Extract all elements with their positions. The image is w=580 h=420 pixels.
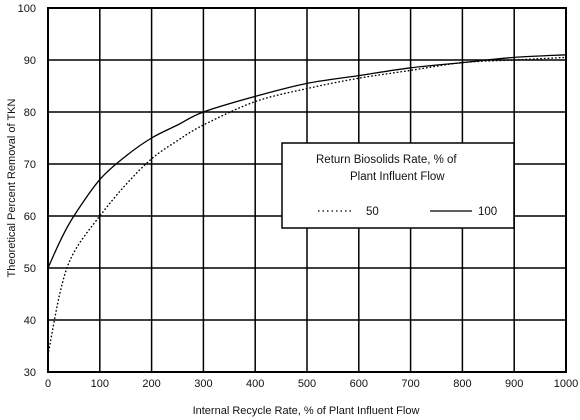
x-tick-label: 800 bbox=[453, 378, 471, 390]
y-tick-labels: 30 40 50 60 70 80 90 100 bbox=[18, 3, 36, 379]
legend-title-line1: Return Biosolids Rate, % of bbox=[316, 154, 457, 166]
x-tick-label: 400 bbox=[246, 378, 264, 390]
y-tick-label: 100 bbox=[18, 3, 36, 15]
legend-label-100: 100 bbox=[478, 206, 497, 218]
y-tick-label: 50 bbox=[24, 263, 36, 275]
legend-label-50: 50 bbox=[366, 206, 379, 218]
y-tick-label: 80 bbox=[24, 107, 36, 119]
x-tick-label: 1000 bbox=[554, 378, 578, 390]
x-tick-label: 600 bbox=[350, 378, 368, 390]
x-axis-label: Internal Recycle Rate, % of Plant Influe… bbox=[193, 405, 420, 417]
y-tick-label: 40 bbox=[24, 315, 36, 327]
y-tick-label: 70 bbox=[24, 159, 36, 171]
legend-title-line2: Plant Influent Flow bbox=[350, 171, 445, 183]
series-line-50 bbox=[47, 56, 567, 356]
y-tick-label: 60 bbox=[24, 211, 36, 223]
legend: Return Biosolids Rate, % of Plant Influe… bbox=[281, 142, 515, 229]
x-tick-label: 700 bbox=[401, 378, 419, 390]
x-tick-labels: 0 100 200 300 400 500 600 700 800 900 1000 bbox=[45, 378, 578, 390]
legend-box bbox=[281, 142, 515, 229]
y-axis-label: Theoretical Percent Removal of TKN bbox=[6, 98, 18, 277]
x-tick-label: 900 bbox=[505, 378, 523, 390]
x-tick-label: 200 bbox=[142, 378, 160, 390]
series-layer bbox=[47, 54, 567, 356]
plot-frame bbox=[47, 7, 567, 373]
x-tick-label: 100 bbox=[91, 378, 109, 390]
x-tick-label: 0 bbox=[45, 378, 51, 390]
x-tick-label: 300 bbox=[194, 378, 212, 390]
y-tick-label: 90 bbox=[24, 55, 36, 67]
x-tick-label: 500 bbox=[298, 378, 316, 390]
series-line-100 bbox=[47, 54, 567, 269]
y-tick-label: 30 bbox=[24, 367, 36, 379]
